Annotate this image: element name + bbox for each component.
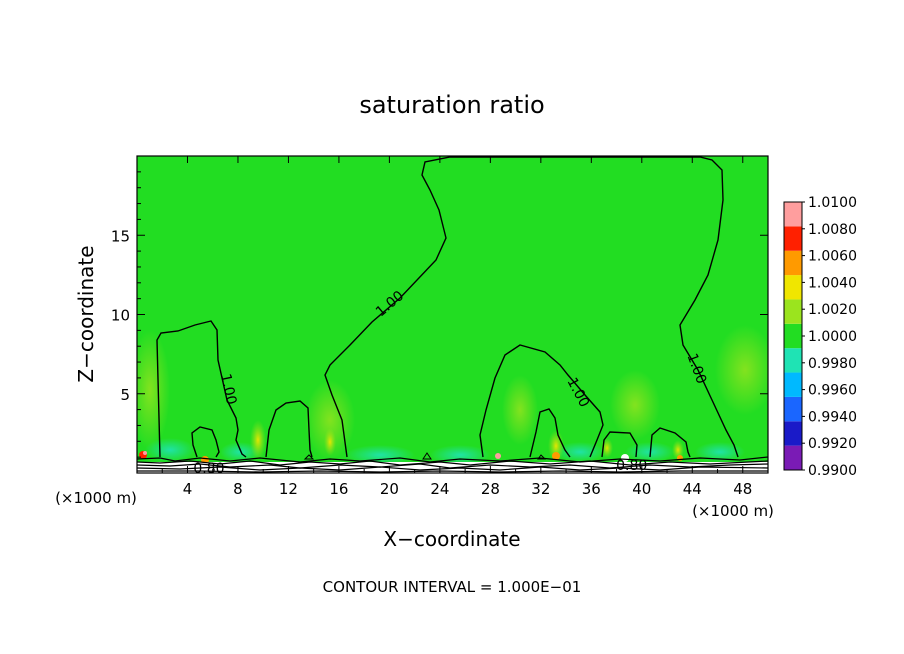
contour-label: 0.80: [193, 461, 224, 477]
x-tick-label: 40: [632, 480, 651, 498]
x-tick-label: 48: [733, 480, 752, 498]
x-tick-label: 12: [279, 480, 298, 498]
contour-label-text: 1.00: [217, 372, 239, 406]
colorbar-swatch: [784, 250, 802, 276]
x-tick-label: 16: [329, 480, 348, 498]
x-tick-label: 20: [380, 480, 399, 498]
x-tick-label: 36: [582, 480, 601, 498]
x-tick-label: 28: [481, 480, 500, 498]
colorbar-level-label: 1.0040: [808, 275, 857, 291]
colorbar-swatch: [784, 226, 802, 251]
colorbar-level-label: 1.0000: [808, 329, 857, 345]
y-axis: 5 10 15: [111, 171, 768, 458]
contour-lines-100: [156, 156, 739, 458]
colorbar-level-label: 1.0020: [808, 302, 857, 318]
contour-label-text: 0.80: [616, 458, 647, 474]
colorbar-swatch: [784, 421, 802, 446]
contour-interval-note: CONTOUR INTERVAL = 1.000E−01: [323, 578, 582, 596]
x-tick-label: 44: [683, 480, 702, 498]
colorbar-level-label: 1.0100: [808, 195, 857, 211]
y-tick-label: 5: [120, 386, 130, 404]
contour-label: 1.00: [217, 372, 239, 406]
contour-label: 0.80: [616, 458, 647, 474]
contour-label-text: 0.80: [193, 461, 224, 477]
x-tick-label: 24: [430, 480, 449, 498]
colorbar-level-label: 0.9980: [808, 356, 857, 372]
colorbar-level-label: 0.9900: [808, 463, 857, 479]
colorbar-swatch: [784, 323, 802, 349]
colorbar-swatch: [784, 202, 802, 227]
x-axis-label: X−coordinate: [383, 527, 520, 551]
x-axis: 4 8 12 16 20 24 28 32 36 40 44 48: [161, 156, 752, 498]
colorbar: 0.9900 0.9920 0.9940 0.9960 0.9980 1.0000 1.00…: [783, 195, 857, 479]
chart-title: saturation ratio: [359, 91, 544, 119]
colorbar-swatch: [784, 372, 802, 397]
colorbar-level-label: 1.0080: [808, 222, 857, 238]
x-unit-label-left: (×1000 m): [55, 489, 137, 507]
colorbar-level-label: 0.9940: [808, 409, 857, 425]
y-axis-label: Z−coordinate: [74, 245, 98, 382]
x-tick-label: 32: [531, 480, 550, 498]
colorbar-level-label: 0.9920: [808, 436, 857, 452]
colorbar-swatch: [784, 275, 802, 300]
x-tick-label: 4: [183, 480, 193, 498]
colorbar-swatch: [784, 396, 802, 422]
colorbar-swatch: [784, 445, 802, 470]
colorbar-level-label: 0.9960: [808, 383, 857, 399]
colorbar-level-label: 1.0060: [808, 249, 857, 265]
x-tick-label: 8: [233, 480, 243, 498]
colorbar-swatch: [784, 348, 802, 373]
x-unit-label-right: (×1000 m): [692, 502, 774, 520]
colorbar-swatch: [784, 299, 802, 324]
plot-background: [137, 156, 768, 473]
y-tick-label: 10: [111, 307, 130, 325]
plot-area: [136, 155, 769, 474]
y-tick-label: 15: [111, 227, 130, 245]
